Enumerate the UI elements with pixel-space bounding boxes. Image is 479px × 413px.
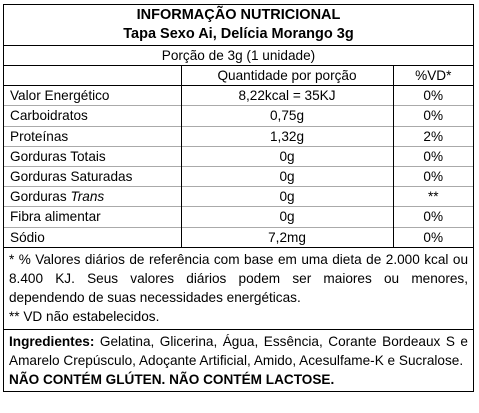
nutrient-name-prefix: Gorduras xyxy=(10,189,71,205)
header-empty-cell xyxy=(4,66,181,87)
nutrient-name: Gorduras Saturadas xyxy=(4,165,181,187)
table-row-protein: Proteínas 1,32g 2% xyxy=(4,125,473,147)
table-row-energy: Valor Energético 8,22kcal = 35KJ 0% xyxy=(4,85,473,106)
nutrient-quantity: 0g xyxy=(180,186,393,207)
table-row-sodium: Sódio 7,2mg 0% xyxy=(4,226,473,247)
label-title: INFORMAÇÃO NUTRICIONAL xyxy=(136,7,341,23)
nutrient-name: Gorduras Trans xyxy=(4,186,181,207)
nutrient-name: Fibra alimentar xyxy=(4,206,181,227)
table-header-row: Quantidade por porção %VD* xyxy=(4,66,473,87)
nutrient-quantity: 0,75g xyxy=(180,105,393,127)
table-row-carbs: Carboidratos 0,75g 0% xyxy=(4,105,473,127)
nutrient-quantity: 7,2mg xyxy=(180,226,393,247)
nutrient-quantity: 0g xyxy=(180,165,393,187)
footnote-daily-values: * % Valores diários de referência com ba… xyxy=(9,251,468,305)
nutrition-table: Quantidade por porção %VD* Valor Energét… xyxy=(4,66,473,247)
table-row-total-fat: Gorduras Totais 0g 0% xyxy=(4,145,473,167)
label-header: INFORMAÇÃO NUTRICIONAL Tapa Sexo Ai, Del… xyxy=(4,5,473,46)
nutrient-vd: 0% xyxy=(392,226,473,247)
nutrient-name-italic: Trans xyxy=(70,189,105,205)
portion-size: Porção de 3g (1 unidade) xyxy=(4,46,473,66)
nutrient-vd: 0% xyxy=(392,165,473,187)
nutrient-name: Carboidratos xyxy=(4,105,181,127)
nutrient-quantity: 1,32g xyxy=(180,125,393,147)
nutrient-vd: 0% xyxy=(392,85,473,106)
ingredients-text: Gelatina, Glicerina, Água, Essência, Cor… xyxy=(9,333,468,368)
nutrient-vd: 0% xyxy=(392,206,473,227)
nutrient-name: Sódio xyxy=(4,226,181,247)
nutrient-name: Valor Energético xyxy=(10,88,110,104)
nutrient-name: Gorduras Totais xyxy=(4,145,181,167)
nutrient-vd: ** xyxy=(392,186,473,207)
nutrient-name: Proteínas xyxy=(4,125,181,147)
nutrient-vd: 0% xyxy=(392,145,473,167)
nutrient-quantity: 0g xyxy=(180,206,393,227)
product-name: Tapa Sexo Ai, Delícia Morango 3g xyxy=(123,26,354,42)
ingredients: Ingredientes: Gelatina, Glicerina, Água,… xyxy=(4,328,473,370)
nutrition-label: INFORMAÇÃO NUTRICIONAL Tapa Sexo Ai, Del… xyxy=(3,4,474,392)
table-row-fiber: Fibra alimentar 0g 0% xyxy=(4,206,473,227)
allergen-statement: NÃO CONTÉM GLÚTEN. NÃO CONTÉM LACTOSE. xyxy=(9,371,335,387)
table-row-saturated-fat: Gorduras Saturadas 0g 0% xyxy=(4,165,473,187)
nutrient-vd: 2% xyxy=(392,125,473,147)
footnotes: * % Valores diários de referência com ba… xyxy=(4,246,473,329)
vd-column-header: %VD* xyxy=(392,66,473,87)
footnote-vd-not-established: ** VD não estabelecidos. xyxy=(9,308,160,324)
nutrient-quantity: 8,22kcal = 35KJ xyxy=(180,85,393,106)
nutrient-quantity: 0g xyxy=(180,145,393,167)
ingredients-label: Ingredientes: xyxy=(9,333,95,349)
quantity-column-header: Quantidade por porção xyxy=(180,66,393,87)
table-row-trans-fat: Gorduras Trans 0g ** xyxy=(4,186,473,207)
nutrient-vd: 0% xyxy=(392,105,473,127)
